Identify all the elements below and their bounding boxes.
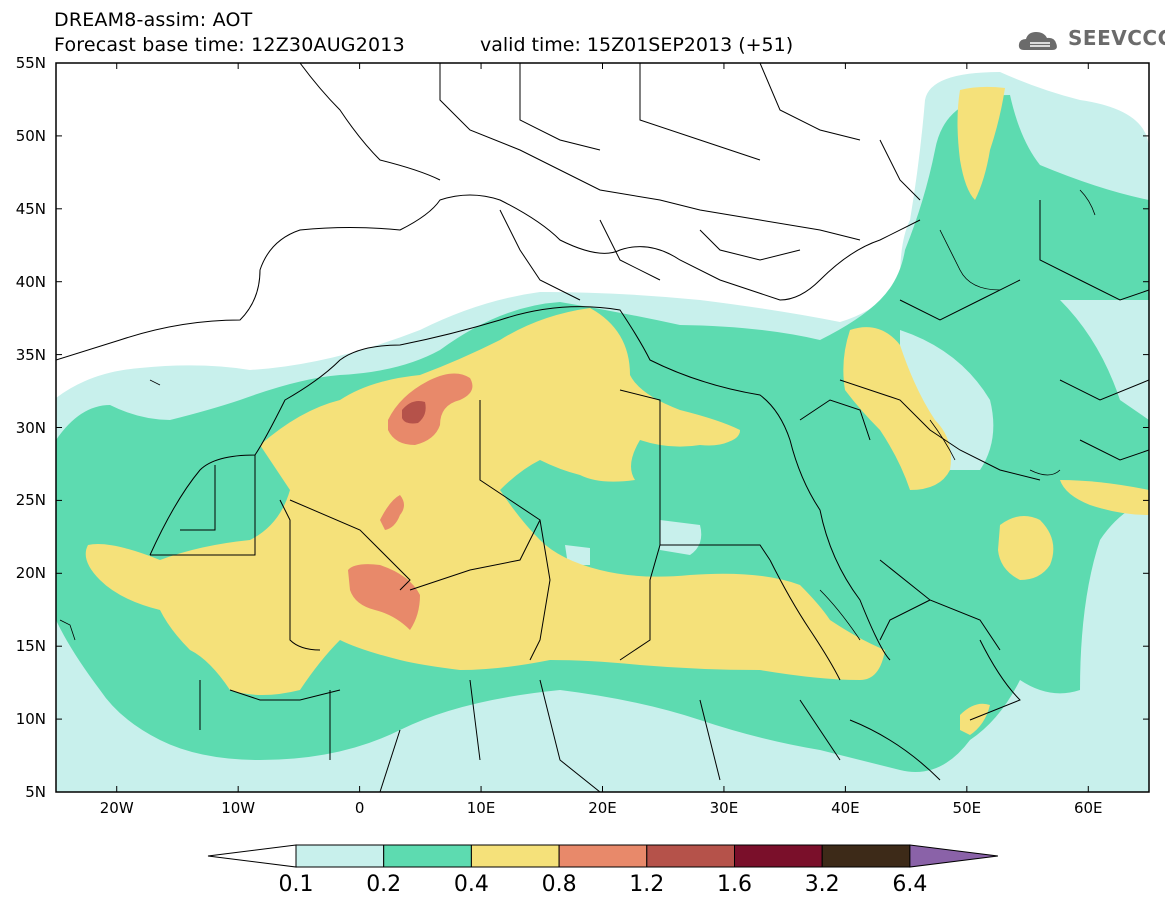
lon-label: 20E: [588, 799, 617, 817]
aot-level-0.8: [348, 373, 473, 630]
aot-level-1.2: [402, 401, 426, 424]
forecast-base-time: Forecast base time: 12Z30AUG2013: [54, 34, 405, 56]
lat-label: 20N: [15, 564, 46, 583]
lat-label: 55N: [15, 54, 46, 72]
colorbar-label: 3.2: [804, 872, 840, 897]
colorbar-under-triangle: [207, 844, 297, 868]
colorbar-segment: [821, 844, 911, 868]
lon-label: 40E: [831, 799, 860, 817]
colorbar-label: 0.4: [453, 872, 489, 897]
colorbar-label: 1.6: [717, 872, 752, 897]
lat-label: 40N: [15, 272, 46, 291]
valid-time: valid time: 15Z01SEP2013 (+51): [480, 34, 794, 56]
lat-label: 30N: [15, 418, 46, 437]
axis-ticks: [56, 62, 1149, 793]
coastline-details: [59, 189, 1096, 641]
lat-label: 25N: [15, 491, 46, 510]
colorbar-over-triangle: [909, 844, 998, 868]
lat-label: 35N: [15, 345, 46, 364]
lon-label: 50E: [952, 799, 982, 817]
aot-level-0.4: [85, 86, 1149, 735]
lon-label: 10E: [466, 799, 496, 817]
colorbar-segment: [295, 844, 385, 868]
lon-label: 10W: [221, 799, 256, 817]
lon-label: 0: [354, 799, 365, 817]
colorbar-label: 0.8: [541, 872, 577, 897]
colorbar-segment: [558, 844, 648, 868]
lat-label: 15N: [15, 637, 46, 656]
lat-label: 10N: [15, 710, 46, 729]
lon-label: 60E: [1073, 799, 1103, 817]
colorbar-label: 1.2: [629, 872, 665, 897]
colorbar-segment: [470, 844, 560, 868]
colorbar-label: 0.2: [366, 872, 402, 897]
country-borders: [56, 63, 1149, 792]
lat-label: 50N: [15, 126, 46, 145]
colorbar-label: 6.4: [892, 872, 928, 897]
colorbar-segment: [646, 844, 735, 868]
map-title: DREAM8-assim: AOT: [54, 9, 253, 31]
lon-label: 20W: [99, 799, 134, 817]
cloud-logo-icon: [1018, 32, 1057, 50]
logo-text: SEEVCCC: [1068, 26, 1165, 50]
colorbar-label: 0.1: [278, 872, 314, 897]
lat-label: 5N: [25, 783, 46, 801]
lat-label: 45N: [15, 199, 46, 218]
colorbar-segment: [383, 844, 472, 868]
colorbar-segment: [734, 844, 823, 868]
lon-label: 30E: [709, 799, 739, 817]
